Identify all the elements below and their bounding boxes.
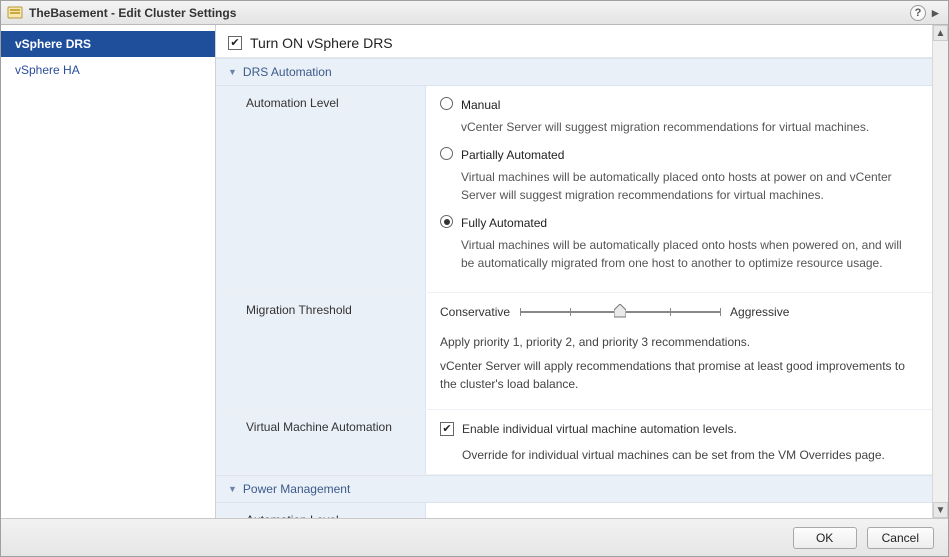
radio-partial-label: Partially Automated bbox=[461, 146, 564, 164]
ok-button[interactable]: OK bbox=[793, 527, 857, 549]
radio-full-label: Fully Automated bbox=[461, 214, 547, 232]
slider-left-label: Conservative bbox=[440, 303, 510, 321]
row-label: Migration Threshold bbox=[216, 293, 426, 409]
radio-full-desc: Virtual machines will be automatically p… bbox=[461, 236, 918, 272]
radio-partial-desc: Virtual machines will be automatically p… bbox=[461, 168, 918, 204]
section-title: Power Management bbox=[243, 482, 350, 496]
radio-manual-desc: vCenter Server will suggest migration re… bbox=[461, 118, 918, 136]
slider-thumb[interactable] bbox=[614, 304, 626, 318]
migration-desc1: Apply priority 1, priority 2, and priori… bbox=[440, 333, 918, 351]
scroll-up-icon[interactable]: ▲ bbox=[933, 25, 948, 41]
radio-manual-label: Manual bbox=[461, 96, 500, 114]
vm-automation-desc: Override for individual virtual machines… bbox=[462, 446, 918, 464]
turn-on-row: Turn ON vSphere DRS bbox=[216, 25, 932, 58]
row-migration-threshold: Migration Threshold Conservative bbox=[216, 293, 932, 410]
window-title: TheBasement - Edit Cluster Settings bbox=[29, 6, 236, 20]
section-title: DRS Automation bbox=[243, 65, 332, 79]
cancel-button[interactable]: Cancel bbox=[867, 527, 934, 549]
radio-full[interactable] bbox=[440, 215, 453, 228]
next-icon[interactable]: ▸ bbox=[932, 5, 942, 21]
content-wrap: Turn ON vSphere DRS ▼ DRS Automation Aut… bbox=[216, 25, 948, 518]
vm-automation-checkbox[interactable] bbox=[440, 422, 454, 436]
row-label: Automation Level bbox=[216, 503, 426, 518]
dialog-window: TheBasement - Edit Cluster Settings ? ▸ … bbox=[0, 0, 949, 557]
row-vm-automation: Virtual Machine Automation Enable indivi… bbox=[216, 410, 932, 475]
sidebar-item-label: vSphere DRS bbox=[15, 37, 91, 51]
row-value bbox=[426, 503, 932, 518]
scroll-down-icon[interactable]: ▼ bbox=[933, 502, 948, 518]
help-icon[interactable]: ? bbox=[910, 5, 926, 21]
sidebar-item-vsphere-ha[interactable]: vSphere HA bbox=[1, 57, 215, 83]
turn-on-drs-label: Turn ON vSphere DRS bbox=[250, 35, 393, 51]
vertical-scrollbar[interactable]: ▲ ▼ bbox=[932, 25, 948, 518]
section-power-management[interactable]: ▼ Power Management bbox=[216, 475, 932, 503]
row-automation-level: Automation Level Manual vCenter Server w… bbox=[216, 86, 932, 293]
slider-right-label: Aggressive bbox=[730, 303, 789, 321]
row-pm-automation-level: Automation Level bbox=[216, 503, 932, 518]
sidebar-item-label: vSphere HA bbox=[15, 63, 80, 77]
migration-slider[interactable] bbox=[520, 305, 720, 319]
vm-automation-label: Enable individual virtual machine automa… bbox=[462, 420, 737, 438]
titlebar: TheBasement - Edit Cluster Settings ? ▸ bbox=[1, 1, 948, 25]
cluster-icon bbox=[7, 5, 23, 21]
turn-on-drs-checkbox[interactable] bbox=[228, 36, 242, 50]
sidebar: vSphere DRS vSphere HA bbox=[1, 25, 216, 518]
row-value: Enable individual virtual machine automa… bbox=[426, 410, 932, 474]
section-drs-automation[interactable]: ▼ DRS Automation bbox=[216, 58, 932, 86]
collapse-icon: ▼ bbox=[228, 484, 237, 494]
cancel-label: Cancel bbox=[882, 531, 919, 545]
row-value: Manual vCenter Server will suggest migra… bbox=[426, 86, 932, 292]
ok-label: OK bbox=[816, 531, 833, 545]
migration-desc2: vCenter Server will apply recommendation… bbox=[440, 357, 918, 393]
dialog-footer: OK Cancel bbox=[1, 518, 948, 556]
row-label: Virtual Machine Automation bbox=[216, 410, 426, 474]
row-value: Conservative bbox=[426, 293, 932, 409]
radio-manual[interactable] bbox=[440, 97, 453, 110]
radio-partial[interactable] bbox=[440, 147, 453, 160]
dialog-body: vSphere DRS vSphere HA Turn ON vSphere D… bbox=[1, 25, 948, 518]
content: Turn ON vSphere DRS ▼ DRS Automation Aut… bbox=[216, 25, 932, 518]
row-label: Automation Level bbox=[216, 86, 426, 292]
sidebar-item-vsphere-drs[interactable]: vSphere DRS bbox=[1, 31, 215, 57]
collapse-icon: ▼ bbox=[228, 67, 237, 77]
